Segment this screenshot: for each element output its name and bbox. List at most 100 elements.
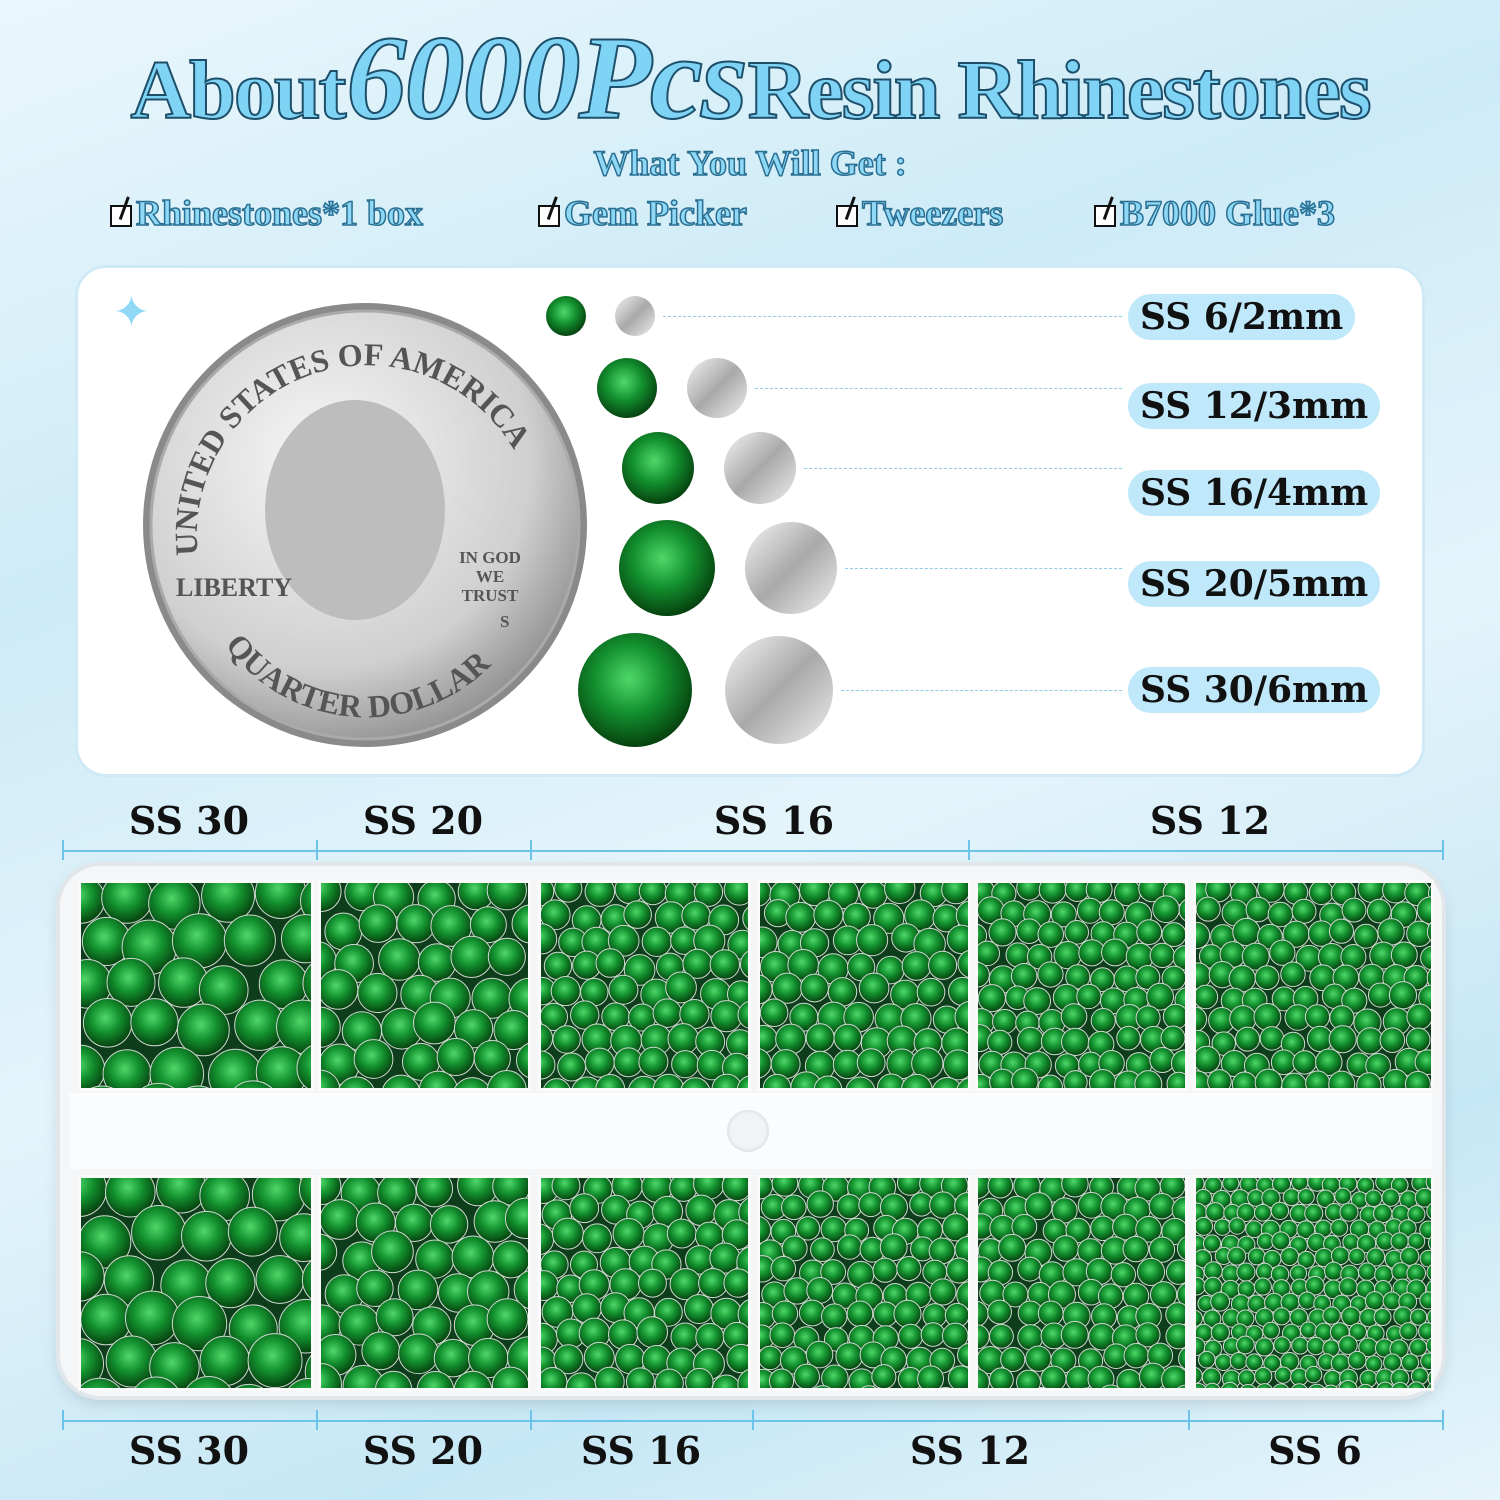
rhinestone	[1427, 1371, 1431, 1386]
rhinestone	[1306, 1336, 1326, 1356]
rhinestone	[1382, 1291, 1402, 1311]
compartment	[975, 880, 1188, 1091]
rhinestone	[1261, 1188, 1281, 1208]
rhinestone	[1196, 984, 1219, 1010]
rhinestone	[1407, 1205, 1426, 1224]
rhinestone	[554, 883, 583, 903]
rhinestone	[1404, 1070, 1431, 1088]
rhinestone	[775, 1023, 807, 1055]
leader-line	[755, 388, 1122, 389]
compartment	[318, 1175, 531, 1391]
rhinestone	[1305, 1275, 1325, 1296]
rhinestone	[1308, 883, 1334, 906]
dimension-label: SS 16	[713, 798, 835, 843]
rhinestone	[1400, 1353, 1420, 1372]
rhinestone	[1330, 1218, 1349, 1237]
rhinestone	[628, 1075, 660, 1088]
rhinestone	[1134, 1070, 1163, 1088]
size-label: SS 20/5mm	[1128, 561, 1381, 607]
rhinestone	[1135, 1322, 1161, 1348]
rhinestone	[81, 1377, 121, 1388]
rhinestone	[1409, 1308, 1428, 1326]
rhinestone	[321, 1362, 343, 1388]
rhinestone	[1304, 1365, 1323, 1384]
rhinestone	[1377, 918, 1405, 946]
rhinestone	[987, 1029, 1013, 1055]
headline-suffix: Resin Rhinestones	[747, 43, 1373, 138]
rhinestone	[1291, 1383, 1308, 1388]
rhinestone	[1148, 1236, 1176, 1263]
rhinestone	[1087, 1365, 1115, 1388]
rhinestone	[989, 1367, 1014, 1388]
rhinestone	[1116, 1025, 1141, 1051]
rhinestone	[1259, 1026, 1285, 1051]
rhinestone	[1204, 1178, 1223, 1195]
rhinestone	[738, 1197, 748, 1228]
tick	[1442, 840, 1444, 860]
rhinestone	[171, 1295, 228, 1352]
leader-line	[804, 468, 1122, 469]
rhinestone	[1000, 1346, 1026, 1373]
rhinestone	[760, 1048, 772, 1079]
rhinestone	[1161, 965, 1185, 991]
rhinestone	[1202, 1309, 1222, 1328]
rhinestone	[1235, 1026, 1261, 1052]
rhinestone	[941, 1322, 968, 1350]
compartment	[975, 1175, 1188, 1391]
rhinestone	[608, 974, 639, 1005]
rhinestone	[785, 901, 817, 933]
compartment	[1193, 1175, 1434, 1391]
rhinestone	[737, 1299, 748, 1330]
rhinestone	[1077, 1191, 1105, 1219]
rhinestone	[570, 1000, 600, 1030]
rhinestone	[1271, 1178, 1292, 1194]
rhinestone	[82, 998, 133, 1048]
rhinestone	[742, 906, 748, 930]
rhinestone	[81, 1044, 106, 1088]
rhinestone	[1425, 1337, 1431, 1354]
rhinestone	[1101, 938, 1129, 967]
rhinestone	[353, 1039, 394, 1079]
rhinestone	[739, 950, 748, 978]
rhinestone	[872, 1257, 898, 1283]
rhinestone	[821, 1303, 848, 1330]
rhinestone	[1165, 1323, 1185, 1350]
rhinestone	[201, 883, 255, 923]
rhinestone	[1406, 920, 1431, 947]
rhinestone	[1227, 1246, 1247, 1266]
rhinestone	[433, 1338, 473, 1378]
rhinestone	[901, 951, 932, 981]
rhinestone	[1061, 1027, 1090, 1056]
rhinestone	[454, 1077, 491, 1088]
leader-line	[841, 690, 1122, 691]
rhinestone	[946, 1257, 968, 1284]
rhinestone	[693, 883, 724, 907]
rhinestone	[1122, 1235, 1149, 1263]
rhinestone	[1420, 945, 1431, 971]
rhinestone	[1315, 1048, 1343, 1077]
rhinestone	[723, 1268, 748, 1298]
rhinestone	[685, 1194, 717, 1227]
rhinestone	[946, 924, 968, 955]
rhinestone	[1210, 1291, 1231, 1312]
rhinestone	[234, 1080, 273, 1088]
tick	[968, 840, 970, 860]
rhinestone	[709, 949, 740, 980]
rhinestone	[1172, 945, 1185, 971]
rhinestone	[654, 1368, 684, 1388]
rhinestone	[1149, 1281, 1178, 1309]
rhinestone	[301, 1260, 311, 1300]
rhinestone	[1399, 1322, 1418, 1341]
rhinestone	[227, 1206, 278, 1257]
dimension-label: SS 6	[1268, 1428, 1362, 1473]
rhinestone	[1078, 939, 1106, 967]
rhinestone	[134, 1376, 178, 1388]
washington-portrait	[265, 400, 445, 620]
rhinestone	[607, 924, 640, 957]
headline-prefix: About	[129, 43, 347, 138]
compartment	[538, 1175, 751, 1391]
rhinestone	[1171, 1196, 1185, 1224]
rhinestone	[504, 1197, 528, 1240]
rhinestone	[1159, 1178, 1185, 1199]
rhinestone	[956, 1077, 968, 1088]
